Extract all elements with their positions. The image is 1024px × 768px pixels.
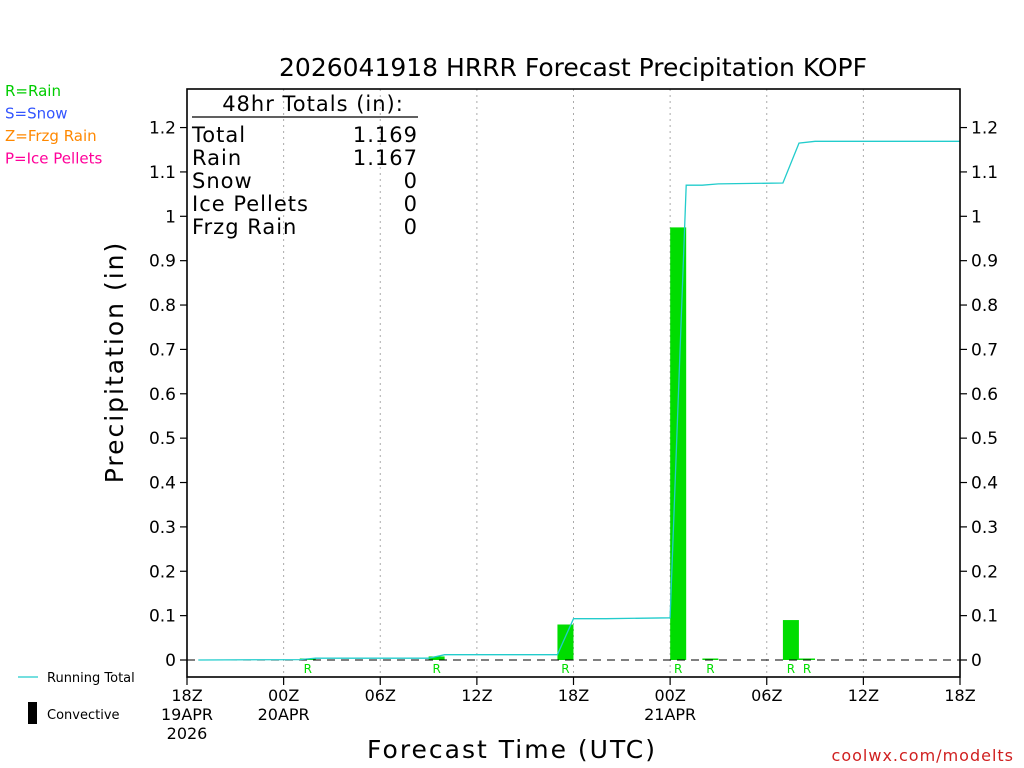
legend-types: R=Rain S=Snow Z=Frzg Rain P=Ice Pellets [5, 82, 102, 168]
credit-text: coolwx.com/modelts [832, 746, 1014, 765]
totals-row-label: Rain [192, 146, 242, 170]
grid-lines [283, 89, 864, 677]
x-tick-label: 18Z [944, 686, 975, 705]
legend-type-entry: R=Rain [5, 82, 61, 100]
legend-running-total-label: Running Total [47, 671, 135, 686]
y-tick-label-left: 1.2 [149, 119, 176, 139]
legend: R=Rain S=Snow Z=Frzg Rain P=Ice Pellets Run… [5, 82, 135, 724]
bars [299, 227, 816, 660]
y-tick-label-left: 1 [165, 207, 176, 227]
chart-title: 2026041918 HRRR Forecast Precipitation K… [279, 53, 867, 82]
legend-type-entry: Z=Frzg Rain [5, 127, 97, 145]
y-tick-label-left: 0.5 [149, 429, 176, 449]
precip-bar [702, 658, 719, 660]
totals-row-value: 0 [404, 169, 418, 193]
totals-row-label: Frzg Rain [192, 215, 297, 239]
x-tick-label: 18Z [558, 686, 589, 705]
x-tick-date: 21APR [644, 705, 696, 724]
y-tick-label-right: 0.3 [971, 518, 998, 538]
totals-row-label: Total [191, 123, 246, 147]
totals-box: 48hr Totals (in): Total 1.169 Rain 1.167 Sno… [191, 92, 418, 239]
y-tick-label-left: 0.8 [149, 296, 176, 316]
x-tick-label: 12Z [461, 686, 492, 705]
precip-type-label: R [787, 662, 795, 676]
legend-type-entry: S=Snow [5, 105, 68, 123]
y-tick-label-right: 0.4 [971, 474, 998, 494]
precip-type-label: R [706, 662, 714, 676]
y-tick-label-right: 0.7 [971, 340, 998, 360]
x-tick-label: 12Z [848, 686, 879, 705]
precip-type-label: R [432, 662, 440, 676]
precip-bar [557, 624, 574, 660]
totals-header: 48hr Totals (in): [222, 92, 404, 116]
y-tick-label-left: 0.4 [149, 474, 176, 494]
y-tick-label-right: 1.2 [971, 119, 998, 139]
y-tick-label-left: 0.9 [149, 252, 176, 272]
x-tick-label: 18Z [171, 686, 202, 705]
x-axis-title: Forecast Time (UTC) [367, 735, 657, 764]
y-tick-label-right: 1.1 [971, 163, 998, 183]
legend-convective-label: Convective [47, 708, 120, 723]
y-axis-title: Precipitation (in) [100, 241, 129, 484]
x-tick-label: 06Z [751, 686, 782, 705]
x-tick-year: 2026 [167, 724, 208, 743]
y-tick-label-left: 0.6 [149, 385, 176, 405]
y-tick-label-left: 1.1 [149, 163, 176, 183]
y-tick-label-left: 0.7 [149, 340, 176, 360]
y-tick-label-right: 0.6 [971, 385, 998, 405]
precip-bar [670, 227, 687, 660]
y-tick-label-right: 0.1 [971, 607, 998, 627]
y-tick-label-left: 0.2 [149, 562, 176, 582]
y-axis-right: 0 0.1 0.2 0.3 0.4 0.5 0.6 0.7 0.8 0.9 1 1.1 1.2 [960, 119, 998, 671]
totals-row-value: 1.169 [353, 123, 418, 147]
totals-row-value: 0 [404, 192, 418, 216]
y-tick-label-right: 0.2 [971, 562, 998, 582]
x-tick-label: 00Z [654, 686, 685, 705]
precip-type-label: R [304, 662, 312, 676]
y-tick-label-right: 1 [971, 207, 982, 227]
totals-rows: Total 1.169 Rain 1.167 Snow 0 Ice Pellets 0 Frzg… [191, 123, 418, 239]
totals-row-value: 1.167 [353, 146, 418, 170]
legend-convective-swatch [28, 702, 37, 724]
y-tick-label-right: 0.8 [971, 296, 998, 316]
y-axis-left: 0 0.1 0.2 0.3 0.4 0.5 0.6 0.7 0.8 0.9 1 1.1 1.2 [149, 119, 187, 671]
y-tick-label-left: 0.3 [149, 518, 176, 538]
y-tick-label-right: 0.5 [971, 429, 998, 449]
y-tick-label-left: 0 [165, 651, 176, 671]
precip-type-label: R [803, 662, 811, 676]
y-tick-label-right: 0 [971, 651, 982, 671]
x-tick-date: 19APR [161, 705, 213, 724]
legend-type-entry: P=Ice Pellets [5, 150, 102, 168]
totals-row-label: Snow [192, 169, 253, 193]
x-tick-label: 00Z [268, 686, 299, 705]
precip-bar [799, 658, 816, 660]
y-tick-label-left: 0.1 [149, 607, 176, 627]
running-total-line [198, 140, 960, 661]
y-tick-label-right: 0.9 [971, 252, 998, 272]
x-tick-date: 20APR [258, 705, 310, 724]
x-tick-label: 06Z [365, 686, 396, 705]
precip-type-label: R [674, 662, 682, 676]
precip-bar [782, 620, 799, 660]
totals-row-label: Ice Pellets [192, 192, 309, 216]
totals-row-value: 0 [404, 215, 418, 239]
precip-type-label: R [561, 662, 569, 676]
precip-bar [428, 656, 445, 660]
